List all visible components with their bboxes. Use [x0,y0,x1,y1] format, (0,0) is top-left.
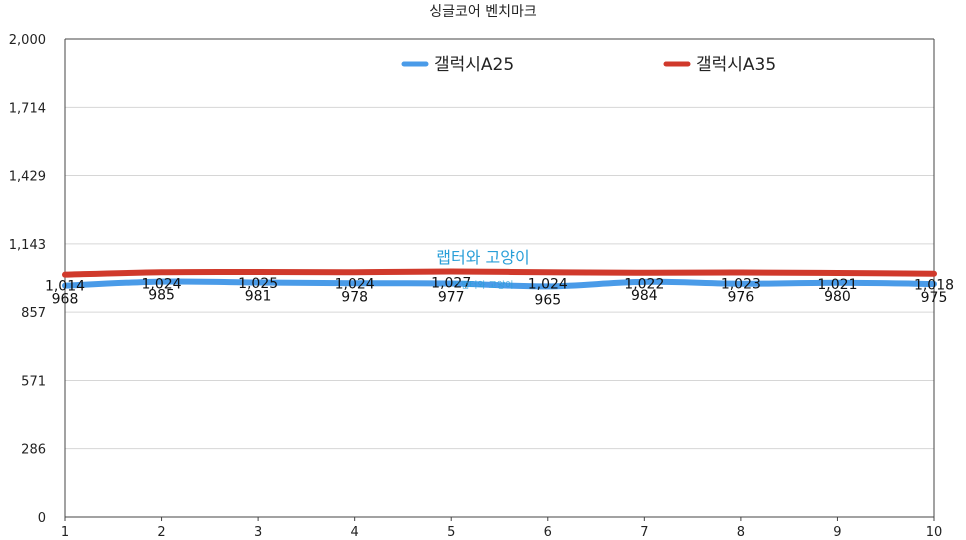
data-label: 1,025 [238,276,278,292]
x-tick-label: 4 [351,525,359,540]
chart-title: 싱글코어 벤치마크 [429,4,537,20]
x-tick-label: 9 [833,525,841,540]
x-tick-label: 6 [544,525,552,540]
y-tick-label: 1,429 [9,169,46,184]
data-label: 980 [824,289,851,305]
legend-label: 갤럭시A25 [434,55,514,75]
x-tick-label: 1 [61,525,69,540]
y-tick-label: 1,714 [9,101,46,116]
y-tick-label: 286 [21,443,46,458]
series-line-갤럭시A35 [62,268,937,278]
data-label: 1,024 [335,276,375,292]
data-label: 1,024 [528,276,568,292]
legend-label: 갤럭시A35 [696,55,776,75]
series-line-갤럭시A25 [62,278,937,290]
data-label: 1,027 [431,276,471,292]
data-label: 1,021 [817,277,857,293]
x-tick-label: 7 [640,525,648,540]
x-tick-label: 10 [926,525,943,540]
data-label: 1,024 [142,276,182,292]
data-label: 985 [148,288,175,304]
data-label: 975 [921,290,948,306]
y-tick-label: 0 [38,511,46,526]
watermark-subtext: ""랩터와 고양이 [453,279,514,291]
data-label: 1,022 [624,277,664,293]
data-label: 968 [52,292,79,308]
x-tick-label: 8 [737,525,745,540]
y-tick-label: 571 [21,375,46,390]
gridlines [65,38,934,450]
legend: 갤럭시A25 갤럭시A35 [401,55,776,75]
series-lines [62,268,937,290]
y-tick-label: 2,000 [9,33,46,48]
data-label: 1,014 [45,279,85,295]
data-label: 984 [631,288,658,304]
data-label: 978 [341,289,368,305]
x-tick-label: 2 [157,525,165,540]
data-label: 981 [245,289,272,305]
data-label: 976 [728,290,755,306]
data-label: 965 [534,292,561,308]
x-tick-label: 3 [254,525,262,540]
data-labels: 968 985 981 978 977 965 984 976 980 975 1,014 1,024… [45,276,954,309]
x-axis-ticks: 1 2 3 4 5 6 7 8 9 10 [61,517,942,540]
data-label: 1,018 [914,278,954,294]
axes [64,38,935,518]
y-tick-label: 857 [21,306,46,321]
data-label: 1,023 [721,277,761,293]
data-label: 977 [438,289,465,305]
y-tick-label: 1,143 [9,238,46,253]
watermark-text: 랩터와 고양이 [436,248,529,267]
x-tick-label: 5 [447,525,455,540]
watermark: 랩터와 고양이 ""랩터와 고양이 [436,248,529,291]
y-axis-ticks: 0 286 571 857 1,143 1,429 1,714 2,000 [9,33,46,526]
